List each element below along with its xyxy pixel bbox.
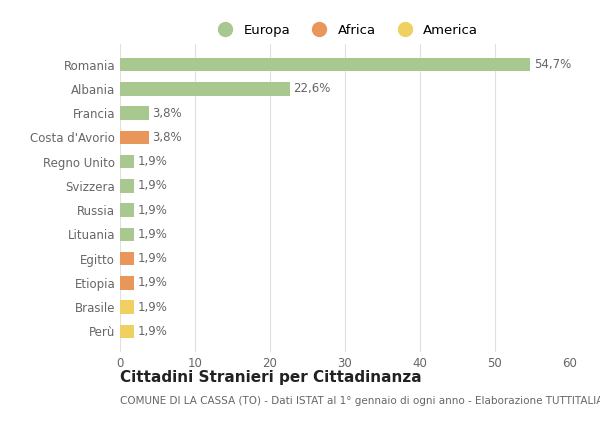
Bar bbox=[120, 325, 134, 338]
Text: 1,9%: 1,9% bbox=[138, 204, 168, 216]
Text: 1,9%: 1,9% bbox=[138, 252, 168, 265]
Bar bbox=[120, 252, 134, 265]
Bar bbox=[120, 58, 530, 71]
Bar bbox=[120, 106, 149, 120]
Text: 1,9%: 1,9% bbox=[138, 228, 168, 241]
Legend: Europa, Africa, America: Europa, Africa, America bbox=[208, 20, 482, 41]
Bar bbox=[120, 155, 134, 169]
Text: 3,8%: 3,8% bbox=[152, 106, 182, 120]
Text: 3,8%: 3,8% bbox=[152, 131, 182, 144]
Text: 1,9%: 1,9% bbox=[138, 155, 168, 168]
Text: Cittadini Stranieri per Cittadinanza: Cittadini Stranieri per Cittadinanza bbox=[120, 370, 422, 385]
Text: 1,9%: 1,9% bbox=[138, 301, 168, 314]
Bar bbox=[120, 203, 134, 217]
Bar bbox=[120, 301, 134, 314]
Bar bbox=[120, 179, 134, 193]
Text: 1,9%: 1,9% bbox=[138, 180, 168, 192]
Bar bbox=[120, 276, 134, 290]
Text: 54,7%: 54,7% bbox=[534, 58, 571, 71]
Bar bbox=[120, 227, 134, 241]
Bar bbox=[120, 82, 290, 95]
Text: COMUNE DI LA CASSA (TO) - Dati ISTAT al 1° gennaio di ogni anno - Elaborazione T: COMUNE DI LA CASSA (TO) - Dati ISTAT al … bbox=[120, 396, 600, 406]
Text: 1,9%: 1,9% bbox=[138, 276, 168, 290]
Text: 22,6%: 22,6% bbox=[293, 82, 331, 95]
Text: 1,9%: 1,9% bbox=[138, 325, 168, 338]
Bar bbox=[120, 131, 149, 144]
